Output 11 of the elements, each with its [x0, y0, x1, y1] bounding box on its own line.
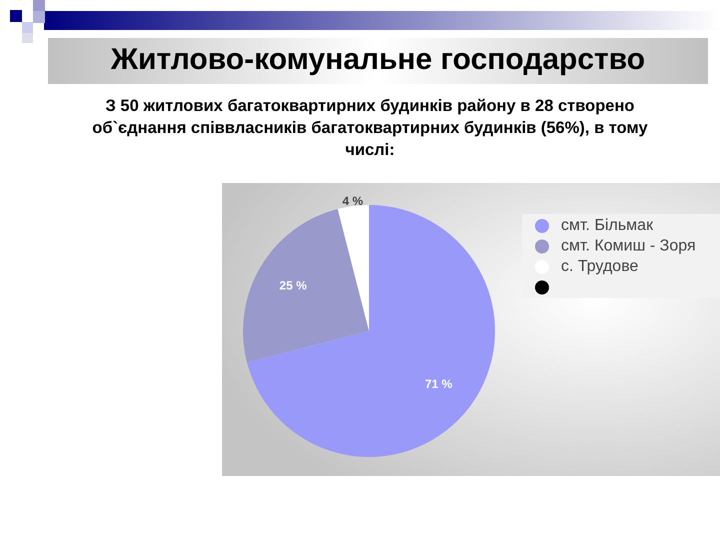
legend-label: смт. Більмак	[561, 217, 654, 234]
chart-title: Житлово-комунальне господарство	[110, 42, 646, 76]
data-label: 71 %	[425, 377, 453, 392]
pie-slice	[338, 205, 369, 331]
data-label: 4 %	[342, 194, 364, 208]
chart-subtitle: З 50 житлових багатоквартирних будинків району в 28 створено об`єднання співвласників багатоквартирних будинків (56%), в тому числі:	[92, 97, 649, 159]
legend-label: с. Трудове	[561, 258, 639, 276]
data-label: 25 %	[279, 278, 308, 292]
pie-slice	[243, 208, 369, 362]
pie-slice	[246, 205, 495, 457]
legend-label: смт. Комиш - Зоря	[561, 238, 696, 255]
